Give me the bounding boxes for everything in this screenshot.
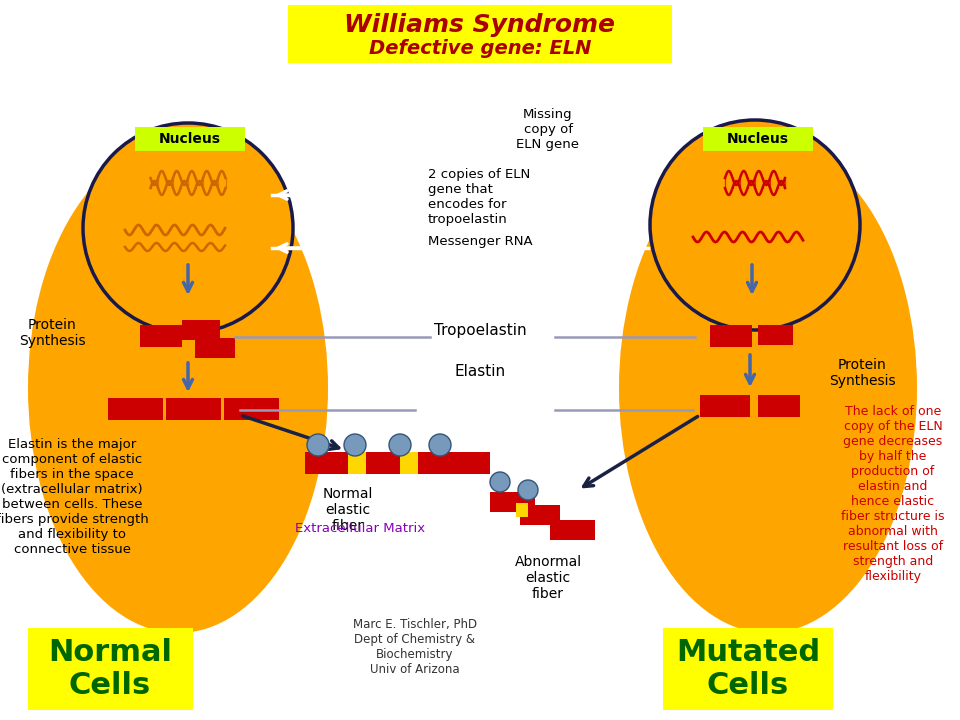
Text: Marc E. Tischler, PhD
Dept of Chemistry &
Biochemistry
Univ of Arizona: Marc E. Tischler, PhD Dept of Chemistry … bbox=[353, 618, 477, 676]
Bar bbox=[550, 520, 595, 540]
Circle shape bbox=[490, 472, 510, 492]
Bar bbox=[182, 320, 220, 340]
Bar bbox=[368, 452, 398, 474]
Circle shape bbox=[429, 434, 451, 456]
Bar bbox=[108, 398, 163, 420]
Circle shape bbox=[307, 434, 329, 456]
Bar bbox=[348, 452, 366, 474]
Circle shape bbox=[83, 123, 293, 333]
Text: Normal
Cells: Normal Cells bbox=[48, 638, 172, 701]
Text: Nucleus: Nucleus bbox=[727, 132, 789, 146]
FancyBboxPatch shape bbox=[703, 127, 813, 151]
Text: Protein
Synthesis: Protein Synthesis bbox=[828, 358, 896, 388]
Bar bbox=[700, 395, 750, 417]
Bar bbox=[758, 395, 800, 417]
Bar bbox=[520, 505, 560, 525]
Circle shape bbox=[518, 480, 538, 500]
Bar bbox=[710, 325, 752, 347]
Text: Abnormal
elastic
fiber: Abnormal elastic fiber bbox=[515, 555, 582, 601]
FancyBboxPatch shape bbox=[135, 127, 245, 151]
Circle shape bbox=[344, 434, 366, 456]
Text: Elastin is the major
component of elastic
fibers in the space
(extracellular mat: Elastin is the major component of elasti… bbox=[0, 438, 149, 556]
Text: Elastin: Elastin bbox=[454, 364, 506, 379]
Bar bbox=[166, 398, 221, 420]
Text: Nucleus: Nucleus bbox=[159, 132, 221, 146]
Circle shape bbox=[389, 434, 411, 456]
Circle shape bbox=[650, 120, 860, 330]
Text: Mutated
Cells: Mutated Cells bbox=[676, 638, 820, 701]
Ellipse shape bbox=[28, 143, 328, 633]
Bar bbox=[400, 452, 418, 474]
FancyBboxPatch shape bbox=[28, 628, 193, 710]
Bar bbox=[420, 452, 488, 474]
Text: Protein
Synthesis: Protein Synthesis bbox=[18, 318, 85, 348]
FancyBboxPatch shape bbox=[663, 628, 833, 710]
Text: Extracellular Matrix: Extracellular Matrix bbox=[295, 521, 425, 534]
Text: Normal
elastic
fiber: Normal elastic fiber bbox=[323, 487, 373, 534]
Bar bbox=[195, 338, 235, 358]
Text: Missing
copy of
ELN gene: Missing copy of ELN gene bbox=[516, 108, 580, 151]
FancyBboxPatch shape bbox=[288, 5, 672, 63]
Ellipse shape bbox=[619, 143, 917, 633]
Text: 2 copies of ELN
gene that
encodes for
tropoelastin: 2 copies of ELN gene that encodes for tr… bbox=[428, 168, 530, 226]
Bar bbox=[224, 398, 279, 420]
Text: The lack of one
copy of the ELN
gene decreases
by half the
production of
elastin: The lack of one copy of the ELN gene dec… bbox=[841, 405, 945, 583]
Text: Defective gene: ELN: Defective gene: ELN bbox=[369, 38, 591, 58]
Bar bbox=[305, 452, 490, 474]
Text: Tropoelastin: Tropoelastin bbox=[434, 323, 526, 338]
Bar bbox=[758, 325, 793, 345]
Bar bbox=[490, 492, 535, 512]
Bar bbox=[140, 325, 182, 347]
Text: Messenger RNA: Messenger RNA bbox=[428, 235, 533, 248]
Bar bbox=[306, 452, 346, 474]
Text: Williams Syndrome: Williams Syndrome bbox=[345, 13, 615, 37]
Bar bbox=[516, 503, 528, 517]
